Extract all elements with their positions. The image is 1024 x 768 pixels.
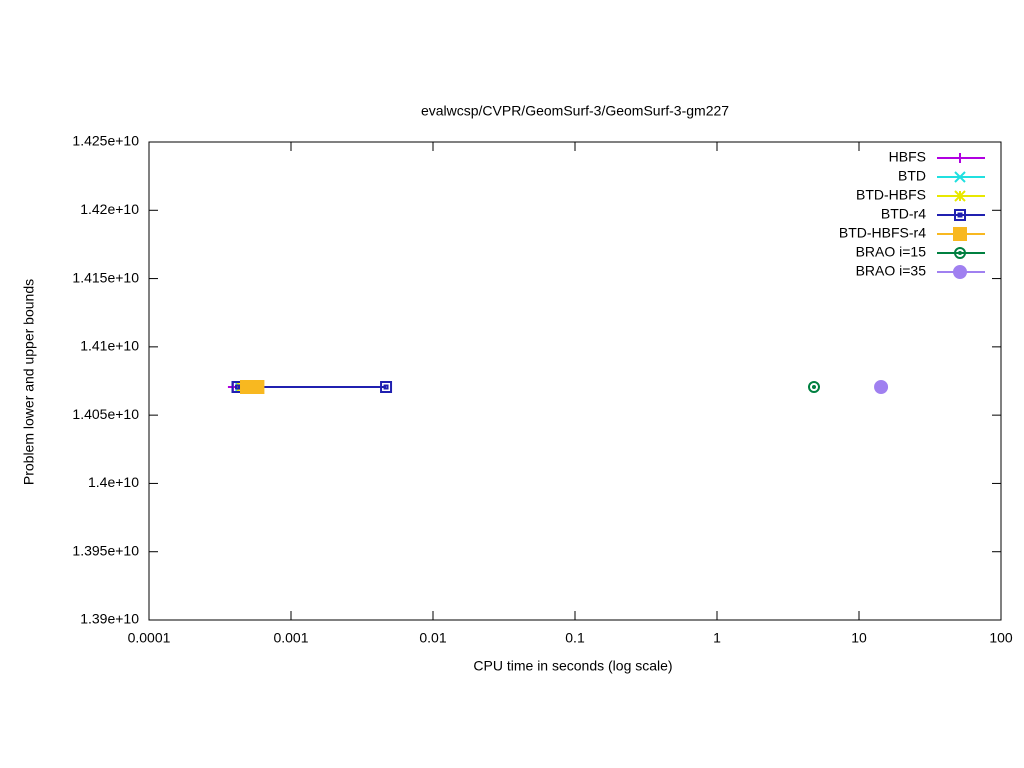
y-tick-label: 1.41e+10 xyxy=(80,338,139,354)
marker xyxy=(954,190,966,202)
marker xyxy=(807,381,820,393)
marker xyxy=(955,153,965,163)
y-tick-label: 1.4e+10 xyxy=(88,474,139,490)
x-tick-label: 0.001 xyxy=(273,630,308,646)
x-tick-label: 0.01 xyxy=(419,630,446,646)
y-tick-label: 1.405e+10 xyxy=(72,406,139,422)
legend-label: HBFS xyxy=(889,149,926,165)
y-tick-label: 1.415e+10 xyxy=(72,269,139,285)
legend-label: BTD-HBFS-r4 xyxy=(839,225,926,241)
y-axis-label: Problem lower and upper bounds xyxy=(21,279,37,485)
x-tick-label: 0.1 xyxy=(565,630,585,646)
marker xyxy=(954,209,966,221)
marker xyxy=(874,380,889,394)
legend-label: BRAO i=15 xyxy=(856,244,927,260)
y-tick-label: 1.395e+10 xyxy=(72,542,139,558)
y-tick-label: 1.39e+10 xyxy=(80,611,139,627)
marker xyxy=(952,265,968,279)
legend-label: BTD-HBFS xyxy=(856,187,926,203)
y-tick-label: 1.42e+10 xyxy=(80,201,139,217)
marker xyxy=(954,171,966,183)
plot-frame xyxy=(148,141,1002,621)
marker xyxy=(380,381,393,394)
x-axis-label: CPU time in seconds (log scale) xyxy=(473,658,672,674)
legend-label: BRAO i=35 xyxy=(856,263,927,279)
x-tick-label: 1 xyxy=(713,630,721,646)
marker xyxy=(953,227,967,241)
x-tick-label: 10 xyxy=(851,630,867,646)
chart-title: evalwcsp/CVPR/GeomSurf-3/GeomSurf-3-gm22… xyxy=(421,103,729,119)
x-tick-label: 0.0001 xyxy=(128,630,171,646)
y-tick-label: 1.425e+10 xyxy=(72,133,139,149)
legend-label: BTD-r4 xyxy=(881,206,926,222)
legend-label: BTD xyxy=(898,168,926,184)
x-tick-label: 100 xyxy=(989,630,1013,646)
marker xyxy=(953,247,967,259)
marker xyxy=(250,380,265,395)
